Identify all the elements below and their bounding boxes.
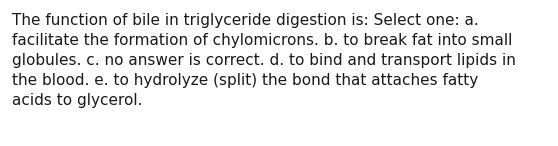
Text: The function of bile in triglyceride digestion is: Select one: a.
facilitate the: The function of bile in triglyceride dig… [12,13,516,108]
